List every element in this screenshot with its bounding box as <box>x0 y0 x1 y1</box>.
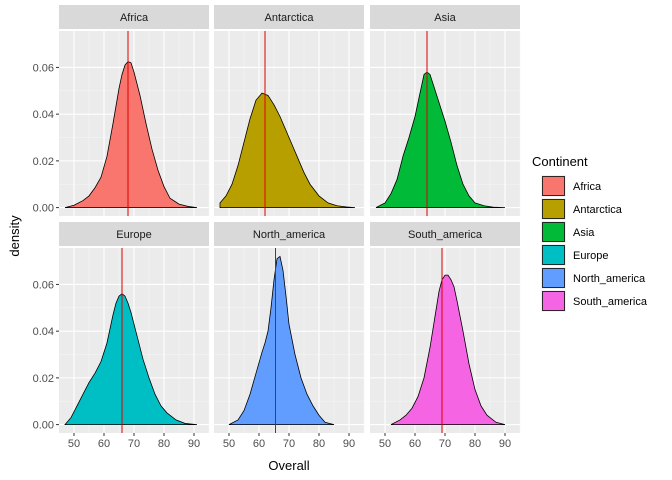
x-tick-label: 50 <box>68 438 80 450</box>
legend-label-north-america: North_america <box>573 273 646 285</box>
density-area-africa <box>64 61 198 208</box>
x-tick-label: 60 <box>409 438 421 450</box>
x-tick-label: 70 <box>128 438 140 450</box>
y-tick-label: 0.04 <box>33 326 54 338</box>
y-tick-label: 0.06 <box>33 62 54 74</box>
y-tick-label: 0.02 <box>33 156 54 168</box>
x-tick-label: 50 <box>379 438 391 450</box>
legend-label-europe: Europe <box>573 250 608 262</box>
facet-strip-north-america <box>214 222 364 246</box>
facet-strip-africa <box>59 5 209 29</box>
facet-label-europe: Europe <box>116 229 151 241</box>
legend-label-antarctica: Antarctica <box>573 204 623 216</box>
facet-strip-asia <box>370 5 520 29</box>
legend-key-asia <box>542 222 565 242</box>
density-area-antarctica <box>219 92 356 208</box>
facet-strip-south-america <box>370 222 520 246</box>
x-tick-label: 90 <box>499 438 511 450</box>
facet-label-south-america: South_america <box>408 229 483 241</box>
legend-title: Continent <box>532 154 588 169</box>
x-tick-label: 80 <box>158 438 170 450</box>
x-tick-label: 70 <box>283 438 295 450</box>
legend-key-antarctica <box>542 199 565 219</box>
x-tick-label: 80 <box>469 438 481 450</box>
legend-key-africa <box>542 176 565 196</box>
density-area-north-america <box>228 255 335 425</box>
y-tick-label: 0.04 <box>33 109 54 121</box>
y-tick-label: 0.06 <box>33 279 54 291</box>
x-axis-title: Overall <box>268 458 309 473</box>
legend-label-africa: Africa <box>573 181 602 193</box>
facet-strip-antarctica <box>214 5 364 29</box>
density-area-asia <box>375 71 506 208</box>
x-tick-label: 50 <box>223 438 235 450</box>
facet-strip-europe <box>59 222 209 246</box>
legend-key-south-america <box>542 291 565 311</box>
x-tick-label: 90 <box>343 438 355 450</box>
x-tick-label: 60 <box>98 438 110 450</box>
x-tick-label: 90 <box>188 438 200 450</box>
legend-label-asia: Asia <box>573 227 595 239</box>
y-tick-label: 0.02 <box>33 373 54 385</box>
facet-label-asia: Asia <box>434 12 456 24</box>
facet-label-africa: Africa <box>120 12 149 24</box>
legend-key-north-america <box>542 268 565 288</box>
density-area-europe <box>64 293 198 425</box>
facet-label-antarctica: Antarctica <box>265 12 315 24</box>
legend-label-south-america: South_america <box>573 296 648 308</box>
y-tick-label: 0.00 <box>33 203 54 215</box>
y-tick-label: 0.00 <box>33 420 54 432</box>
x-tick-label: 60 <box>253 438 265 450</box>
x-tick-label: 70 <box>439 438 451 450</box>
density-area-south-america <box>390 274 506 425</box>
y-axis-title: density <box>7 215 22 257</box>
legend-key-europe <box>542 245 565 265</box>
facet-label-north-america: North_america <box>253 229 326 241</box>
x-tick-label: 80 <box>313 438 325 450</box>
